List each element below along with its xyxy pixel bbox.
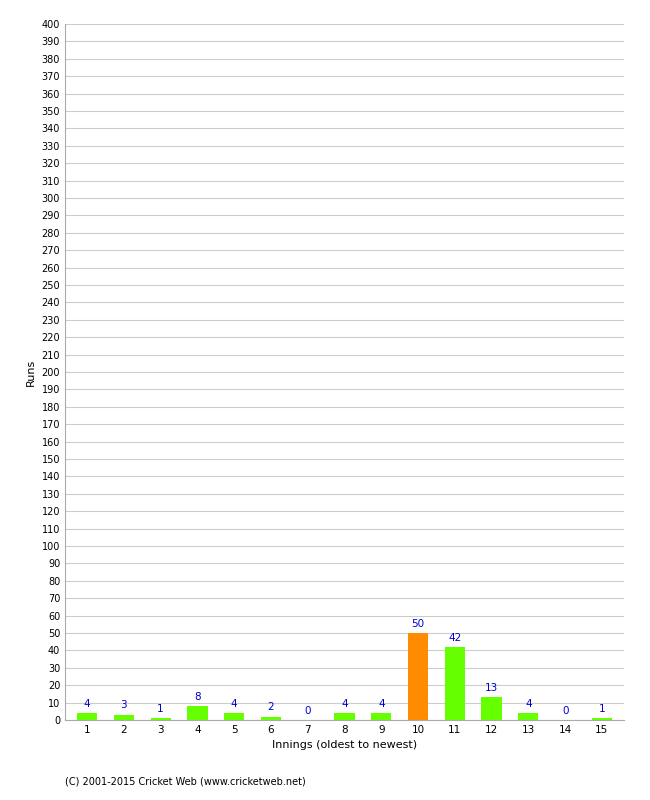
Text: 1: 1 [157, 704, 164, 714]
Bar [224, 713, 244, 720]
Y-axis label: Runs: Runs [26, 358, 36, 386]
Text: 4: 4 [378, 698, 385, 709]
Bar [151, 718, 171, 720]
Text: 4: 4 [84, 698, 90, 709]
Text: 0: 0 [304, 706, 311, 716]
Bar [334, 713, 355, 720]
Text: 8: 8 [194, 692, 201, 702]
Bar [592, 718, 612, 720]
Bar [445, 647, 465, 720]
Bar [114, 714, 134, 720]
Text: 50: 50 [411, 618, 424, 629]
Bar [187, 706, 207, 720]
Bar [371, 713, 391, 720]
X-axis label: Innings (oldest to newest): Innings (oldest to newest) [272, 741, 417, 750]
Text: 4: 4 [341, 698, 348, 709]
Bar [408, 633, 428, 720]
Text: (C) 2001-2015 Cricket Web (www.cricketweb.net): (C) 2001-2015 Cricket Web (www.cricketwe… [65, 776, 306, 786]
Bar [482, 698, 502, 720]
Text: 4: 4 [525, 698, 532, 709]
Text: 4: 4 [231, 698, 237, 709]
Bar [77, 713, 98, 720]
Text: 13: 13 [485, 683, 499, 693]
Bar [518, 713, 538, 720]
Text: 0: 0 [562, 706, 568, 716]
Text: 1: 1 [599, 704, 605, 714]
Text: 42: 42 [448, 633, 461, 642]
Bar [261, 717, 281, 720]
Text: 3: 3 [120, 701, 127, 710]
Text: 2: 2 [268, 702, 274, 712]
